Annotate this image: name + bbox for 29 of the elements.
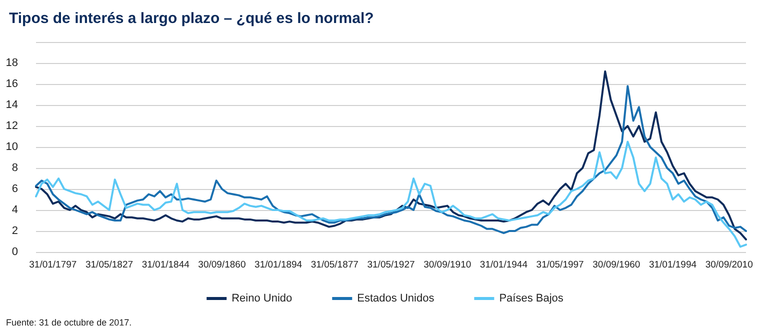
y-tick-label: 8 xyxy=(12,162,18,174)
y-tick-label: 18 xyxy=(6,57,18,69)
y-tick-label: 14 xyxy=(6,99,18,111)
source-note: Fuente: 31 de octubre de 2017. xyxy=(6,318,132,328)
y-tick-label: 0 xyxy=(12,246,18,258)
x-tick-label: 30/09/2010 xyxy=(705,260,753,270)
x-tick-label: 31/01/1944 xyxy=(480,260,528,270)
x-tick-label: 30/09/1910 xyxy=(424,260,472,270)
legend-label: Países Bajos xyxy=(499,292,564,304)
y-tick-label: 10 xyxy=(6,141,18,153)
y-tick-label: 6 xyxy=(12,183,18,195)
x-tick-label: 31/01/1797 xyxy=(29,260,77,270)
x-tick-label: 31/05/1927 xyxy=(367,260,415,270)
legend-label: Estados Unidos xyxy=(357,292,435,304)
x-tick-label: 31/05/1827 xyxy=(85,260,134,270)
y-tick-label: 4 xyxy=(12,204,18,216)
x-tick-label: 30/09/1860 xyxy=(198,260,246,270)
y-tick-label: 12 xyxy=(6,120,18,132)
line-series xyxy=(35,140,747,248)
x-tick-label: 31/01/1894 xyxy=(254,260,302,270)
x-tick-label: 30/09/1960 xyxy=(592,260,640,270)
y-tick-label: 2 xyxy=(12,225,18,237)
x-tick-label: 31/01/1844 xyxy=(142,260,190,270)
x-tick-label: 31/05/1997 xyxy=(536,260,584,270)
x-tick-label: 31/05/1877 xyxy=(310,260,358,270)
y-tick-label: 16 xyxy=(6,78,18,90)
chart-title: Tipos de interés a largo plazo – ¿qué es lo normal? xyxy=(9,10,374,27)
x-tick-label: 31/01/1994 xyxy=(648,260,697,270)
legend-label: Reino Unido xyxy=(232,292,292,304)
